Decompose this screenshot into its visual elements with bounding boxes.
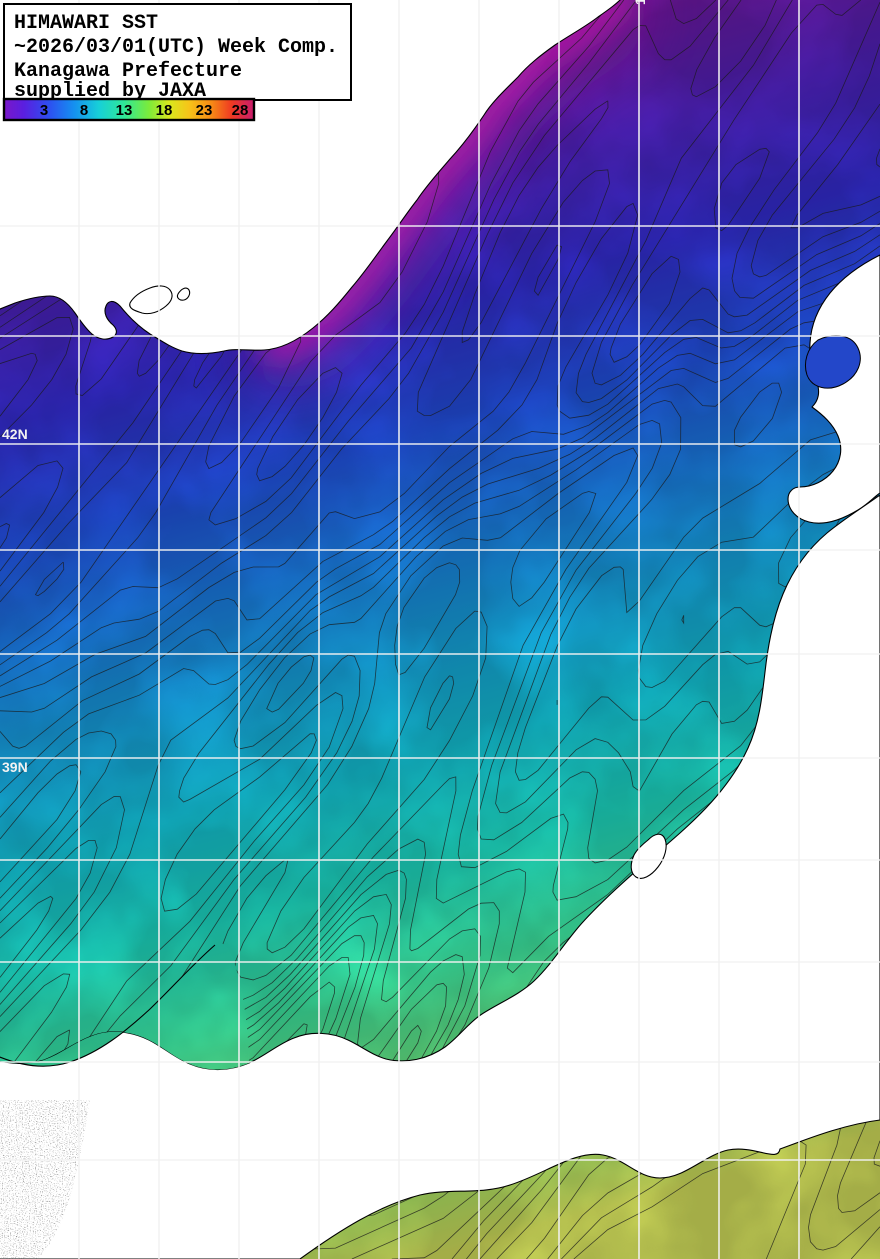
- svg-text:28: 28: [232, 102, 249, 119]
- svg-text:18: 18: [156, 102, 173, 119]
- svg-text:~2026/03/01(UTC) Week Comp.: ~2026/03/01(UTC) Week Comp.: [14, 36, 338, 59]
- svg-text:42N: 42N: [2, 426, 28, 442]
- svg-text:39N: 39N: [2, 759, 28, 775]
- svg-text:HIMAWARI SST: HIMAWARI SST: [14, 12, 158, 35]
- svg-text:3: 3: [40, 102, 48, 119]
- svg-text:8: 8: [80, 102, 88, 119]
- svg-text:13: 13: [116, 102, 133, 119]
- svg-text:23: 23: [196, 102, 213, 119]
- svg-text:138E: 138E: [632, 0, 648, 5]
